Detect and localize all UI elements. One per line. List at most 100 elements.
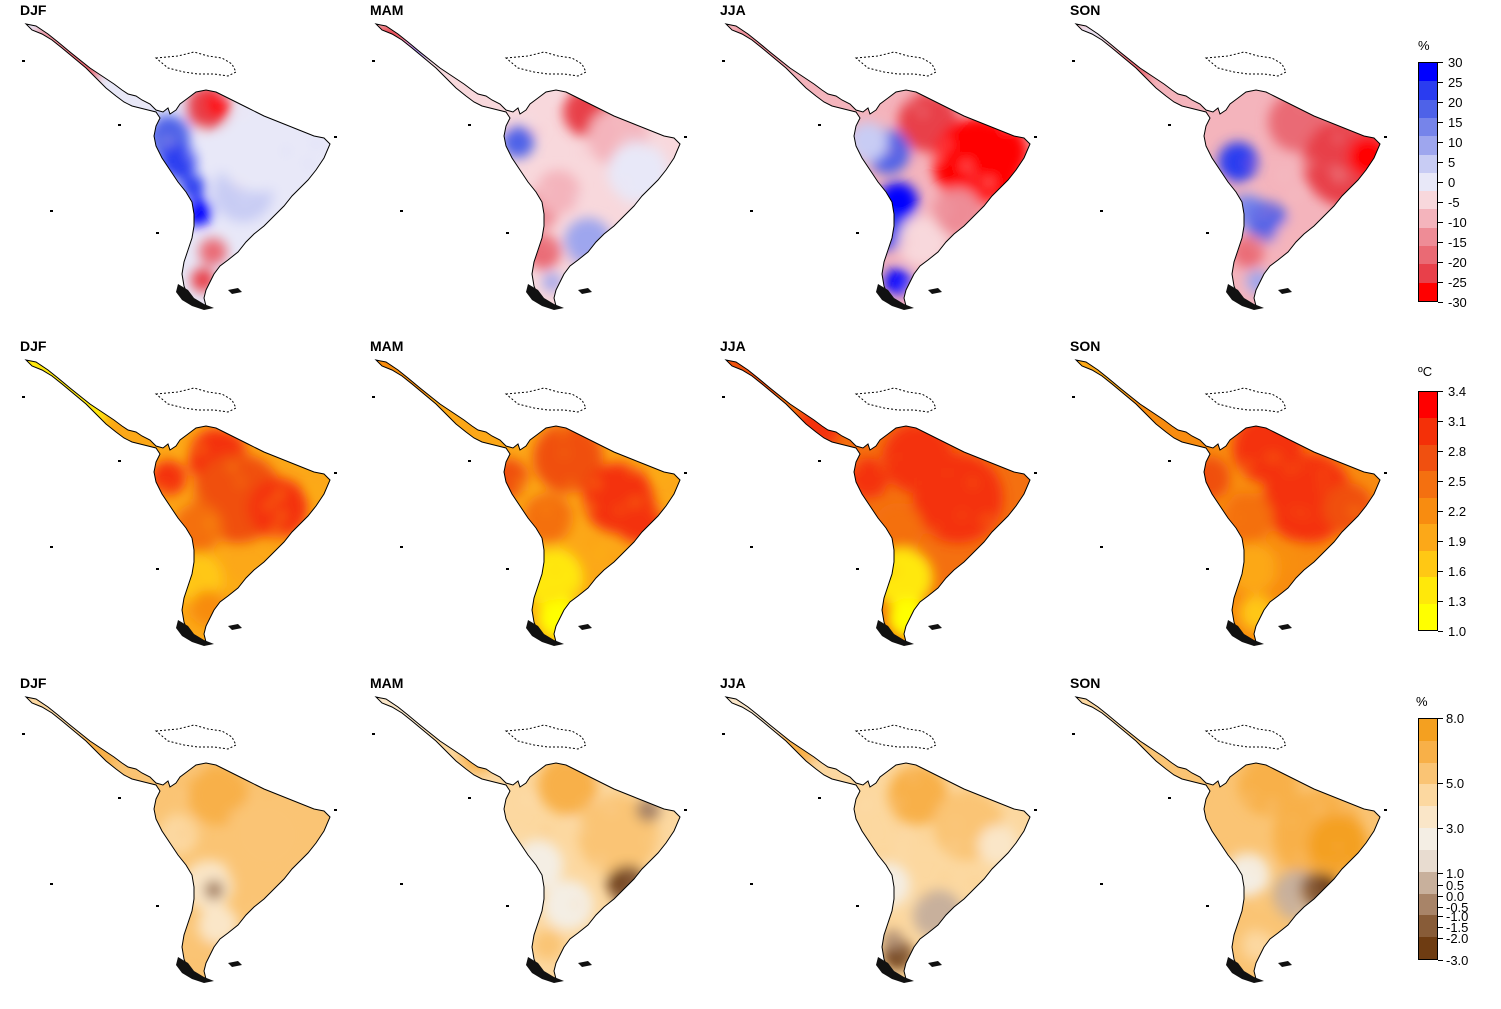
map-image [722, 696, 1037, 983]
colorbar-swatch [1419, 227, 1437, 247]
colorbar-tick-label: 1.9 [1448, 534, 1467, 549]
map-panel-temp-djf: DJF [18, 338, 368, 668]
colorbar-tick-mark [1438, 162, 1443, 163]
colorbar-swatch [1419, 828, 1437, 851]
map-image [22, 359, 337, 646]
map-image [372, 23, 687, 310]
season-label: DJF [20, 338, 47, 354]
colorbar-scale [1418, 391, 1438, 631]
colorbar-tick-mark [1438, 421, 1443, 422]
colorbar-tick-label: -1.5 [1446, 920, 1469, 936]
colorbar-tick-label: 1.3 [1448, 594, 1467, 609]
colorbar-tick-label: 5.0 [1446, 776, 1465, 792]
colorbar-tick-label: 2.5 [1448, 474, 1467, 489]
colorbar-tick-mark [1438, 828, 1443, 830]
colorbar-tick-label: 2.2 [1448, 504, 1467, 519]
season-label: DJF [20, 675, 47, 691]
season-label: JJA [720, 675, 746, 691]
season-label: DJF [20, 2, 47, 18]
colorbar-tick-label: 15 [1448, 115, 1463, 130]
map-panel-change-djf: DJF [18, 675, 368, 1005]
colorbar-tick-mark [1438, 960, 1443, 961]
map-panel-precip-jja: JJA [718, 2, 1068, 332]
colorbar-swatch [1419, 871, 1437, 895]
colorbar-tick-label: 25 [1448, 75, 1463, 90]
colorbar-unit: % [1416, 694, 1428, 709]
colorbar-scale [1418, 718, 1438, 960]
season-label: SON [1070, 675, 1101, 691]
season-label: SON [1070, 2, 1101, 18]
season-label: SON [1070, 338, 1101, 354]
map-image [22, 696, 337, 983]
colorbar-swatch [1419, 81, 1437, 101]
colorbar-tick-label: -3.0 [1446, 953, 1469, 968]
colorbar-swatch [1419, 154, 1437, 174]
colorbar-swatch [1419, 418, 1437, 446]
colorbar-tick-mark [1438, 62, 1443, 63]
colorbar-tick-label: -1.0 [1446, 909, 1469, 925]
colorbar-swatch [1419, 577, 1437, 605]
colorbar-tick-mark [1438, 571, 1443, 572]
colorbar-tick-label: 8.0 [1446, 711, 1465, 726]
map-panel-precip-son: SON [1068, 2, 1418, 332]
colorbar-swatch [1419, 209, 1437, 229]
colorbar-swatch [1419, 603, 1437, 631]
colorbar-swatch [1419, 246, 1437, 265]
map-image [22, 23, 337, 310]
colorbar-tick-label: 1.6 [1448, 564, 1467, 579]
map-panel-precip-djf: DJF [18, 2, 368, 332]
colorbar-tick-label: -10 [1448, 215, 1467, 230]
colorbar-tick-label: -0.5 [1446, 899, 1469, 915]
colorbar-swatch [1419, 444, 1437, 472]
map-image [1072, 359, 1387, 646]
colorbar-swatch [1419, 784, 1437, 807]
colorbar-swatch [1419, 937, 1437, 960]
colorbar-tick-mark [1438, 631, 1443, 632]
map-panel-temp-mam: MAM [368, 338, 718, 668]
colorbar-tick-label: -25 [1448, 275, 1467, 290]
colorbar-swatch [1419, 117, 1437, 137]
colorbar-swatch [1419, 63, 1437, 82]
season-label: JJA [720, 338, 746, 354]
colorbar-tick-mark [1438, 601, 1443, 602]
colorbar-tick-mark [1438, 541, 1443, 542]
colorbar-tick-label: 1.0 [1446, 865, 1465, 881]
colorbar-tick-label: 3.0 [1446, 821, 1465, 837]
colorbar-swatch [1419, 191, 1437, 210]
colorbar-swatch [1419, 719, 1437, 742]
colorbar-swatch [1419, 264, 1437, 284]
colorbar-swatch [1419, 806, 1437, 829]
map-panel-change-mam: MAM [368, 675, 718, 1005]
map-panel-precip-mam: MAM [368, 2, 718, 332]
colorbar-swatch [1419, 392, 1437, 419]
colorbar-tick-label: -15 [1448, 235, 1467, 250]
map-image [1072, 696, 1387, 983]
colorbar-tick-label: 30 [1448, 55, 1463, 70]
colorbar-swatch [1419, 849, 1437, 873]
colorbar-swatch [1419, 740, 1437, 764]
colorbar-tick-mark [1438, 884, 1443, 886]
colorbar-tick-label: -2.0 [1446, 931, 1469, 947]
colorbar-swatch [1419, 172, 1437, 192]
colorbar-tick-mark [1438, 202, 1443, 203]
colorbar-tick-label: -20 [1448, 255, 1467, 270]
colorbar-swatch [1419, 893, 1437, 916]
map-image [722, 359, 1037, 646]
colorbar-swatch [1419, 136, 1437, 156]
colorbar-tick-label: 5 [1448, 155, 1456, 170]
colorbar-swatch [1419, 497, 1437, 525]
colorbar-tick-mark [1438, 142, 1443, 143]
colorbar-tick-label: 3.1 [1448, 414, 1467, 429]
colorbar-tick-mark [1438, 102, 1443, 103]
colorbar-unit: % [1418, 38, 1430, 53]
colorbar-tick-mark [1438, 511, 1443, 512]
colorbar-swatch [1419, 282, 1437, 302]
colorbar-tick-mark [1438, 242, 1443, 243]
colorbar-tick-mark [1438, 718, 1443, 719]
colorbar-tick-mark [1438, 182, 1443, 183]
map-panel-change-jja: JJA [718, 675, 1068, 1005]
colorbar-swatch [1419, 524, 1437, 552]
season-label: MAM [370, 2, 404, 18]
map-image [372, 696, 687, 983]
colorbar-tick-mark [1438, 783, 1443, 785]
